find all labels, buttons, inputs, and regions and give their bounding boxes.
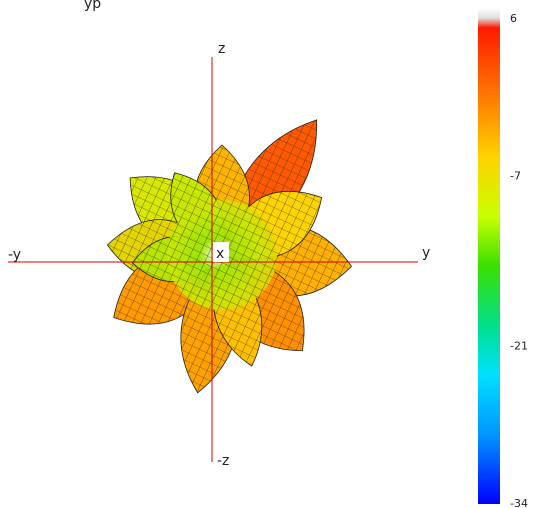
x-axis-label-bg	[213, 242, 229, 262]
colorbar-tick-label: 6	[510, 12, 517, 25]
colorbar-tick-label: -21	[510, 339, 528, 352]
neg-y-axis-label: -y	[8, 247, 21, 263]
neg-z-axis-label: -z	[217, 453, 229, 469]
colorbar: 6 -7 -21 -34	[478, 8, 528, 508]
pattern-lobes	[106, 119, 353, 394]
top-text-fragment: yp	[84, 0, 101, 12]
colorbar-ticks: 6 -7 -21 -34	[510, 12, 528, 508]
colorbar-gradient	[478, 8, 500, 504]
axes: z -z -y y x	[8, 41, 430, 469]
x-axis-label: x	[216, 246, 224, 262]
y-axis-label: y	[422, 245, 430, 261]
colorbar-tick-label: -7	[510, 170, 521, 183]
z-axis-label: z	[218, 41, 225, 57]
colorbar-tick-label: -34	[510, 497, 528, 508]
